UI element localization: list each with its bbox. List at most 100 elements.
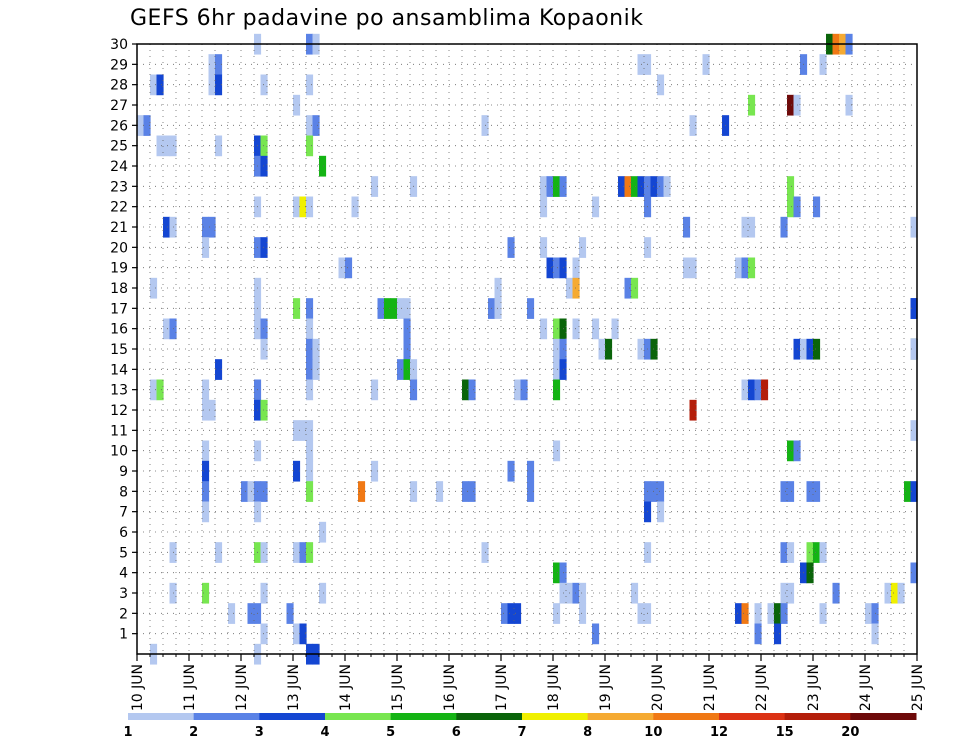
legend-label: 20 bbox=[841, 725, 859, 740]
heatmap-cell bbox=[540, 237, 548, 258]
y-tick-label: 25 bbox=[110, 139, 128, 155]
heatmap-cell bbox=[748, 94, 756, 116]
heatmap-cell bbox=[202, 460, 210, 482]
heatmap-cell bbox=[260, 155, 268, 177]
x-tick-label: 20 JUN bbox=[650, 664, 666, 711]
y-tick-label: 28 bbox=[110, 78, 128, 94]
heatmap-cell bbox=[293, 196, 301, 218]
heatmap-cell bbox=[806, 338, 814, 360]
x-axis: 10 JUN 11 JUN 12 JUN 13 JUN 14 JUN 15 JUN 16 J… bbox=[130, 654, 926, 711]
heatmap-cell bbox=[377, 298, 385, 319]
heatmap-cell bbox=[683, 257, 691, 279]
heatmap-cell bbox=[702, 54, 710, 75]
heatmap-cell bbox=[663, 176, 671, 197]
heatmap-cell bbox=[598, 338, 606, 360]
heatmap-cell bbox=[358, 481, 366, 502]
x-tick-label: 14 JUN bbox=[338, 664, 354, 711]
heatmap-cell bbox=[462, 481, 470, 502]
heatmap-cell bbox=[780, 481, 788, 502]
heatmap-cell bbox=[208, 54, 216, 75]
heatmap-cell bbox=[260, 237, 268, 258]
heatmap-cell bbox=[202, 582, 210, 604]
legend-label: 6 bbox=[452, 725, 461, 740]
heatmap-cell bbox=[774, 603, 782, 624]
heatmap-cell bbox=[780, 603, 788, 624]
heatmap-cell bbox=[228, 603, 236, 624]
heatmap-cell bbox=[813, 481, 821, 502]
heatmap-cell bbox=[741, 379, 749, 401]
y-tick-label: 23 bbox=[110, 179, 128, 195]
heatmap-cell bbox=[527, 298, 535, 319]
heatmap-cell bbox=[468, 379, 476, 401]
heatmap-cell bbox=[299, 623, 307, 645]
heatmap-cell bbox=[371, 379, 379, 401]
heatmap-cell bbox=[293, 623, 301, 645]
heatmap-cell bbox=[208, 74, 216, 96]
heatmap-cell bbox=[592, 196, 600, 218]
heatmap-cell bbox=[312, 338, 320, 360]
heatmap-cell bbox=[546, 257, 554, 279]
heatmap-cell bbox=[650, 338, 658, 360]
heatmap-cell bbox=[579, 582, 587, 604]
heatmap-cell bbox=[910, 481, 918, 502]
heatmap-cell bbox=[754, 379, 762, 401]
x-tick-label: 22 JUN bbox=[754, 664, 770, 711]
heatmap-cell bbox=[514, 379, 522, 401]
heatmap-cell bbox=[436, 481, 444, 502]
heatmap-cell bbox=[520, 379, 528, 401]
heatmap-cell bbox=[787, 542, 795, 563]
heatmap-cell bbox=[306, 298, 314, 319]
heatmap-cell bbox=[202, 399, 210, 421]
heatmap-cell bbox=[306, 115, 314, 136]
heatmap-cell bbox=[618, 176, 626, 197]
legend-label: 10 bbox=[644, 725, 662, 740]
heatmap-cell bbox=[605, 338, 613, 360]
heatmap-cell bbox=[202, 481, 210, 502]
heatmap-cell bbox=[202, 379, 210, 401]
heatmap-cell bbox=[624, 176, 632, 197]
legend-swatch bbox=[719, 713, 786, 720]
heatmap-cell bbox=[306, 379, 314, 401]
heatmap-cell bbox=[202, 216, 210, 238]
y-tick-label: 21 bbox=[110, 220, 128, 236]
heatmap-cell bbox=[572, 257, 580, 279]
y-tick-label: 5 bbox=[119, 545, 128, 561]
heatmap-cell bbox=[553, 176, 561, 197]
legend-swatch bbox=[259, 713, 326, 720]
legend-swatch bbox=[456, 713, 523, 720]
heatmap-cell bbox=[592, 318, 600, 340]
heatmap-cell bbox=[260, 338, 268, 360]
x-tick-label: 25 JUN bbox=[910, 664, 926, 711]
heatmap-cell bbox=[611, 318, 619, 340]
heatmap-cell bbox=[215, 359, 223, 380]
x-tick-label: 11 JUN bbox=[182, 664, 198, 711]
heatmap-cell bbox=[397, 359, 405, 380]
heatmap-cell bbox=[156, 74, 164, 96]
heatmap-cell bbox=[202, 501, 210, 523]
heatmap-cell bbox=[306, 196, 314, 218]
heatmap-cell bbox=[163, 318, 171, 340]
y-tick-label: 16 bbox=[110, 322, 128, 338]
legend-swatch bbox=[390, 713, 457, 720]
heatmap-cell bbox=[338, 257, 346, 279]
legend-label: 8 bbox=[583, 725, 592, 740]
heatmap-cell bbox=[306, 460, 314, 482]
heatmap-cell bbox=[832, 582, 840, 604]
heatmap-cell bbox=[891, 582, 899, 604]
heatmap-cell bbox=[813, 542, 821, 563]
heatmap-cell bbox=[137, 115, 145, 136]
heatmap-cell bbox=[260, 582, 268, 604]
heatmap-cell bbox=[293, 542, 301, 563]
heatmap-cell bbox=[260, 623, 268, 645]
x-tick-label: 19 JUN bbox=[598, 664, 614, 711]
heatmap-cell bbox=[806, 542, 814, 563]
heatmap-cell bbox=[501, 603, 509, 624]
legend-label: 1 bbox=[123, 725, 132, 740]
heatmap-cell bbox=[774, 623, 782, 645]
heatmap-cell bbox=[579, 603, 587, 624]
heatmap-cell bbox=[689, 115, 697, 136]
heatmap-cell bbox=[260, 135, 268, 157]
heatmap-cell bbox=[384, 298, 392, 319]
heatmap-cell bbox=[910, 562, 918, 584]
chart-title: GEFS 6hr padavine po ansamblima Kopaonik bbox=[130, 6, 644, 31]
